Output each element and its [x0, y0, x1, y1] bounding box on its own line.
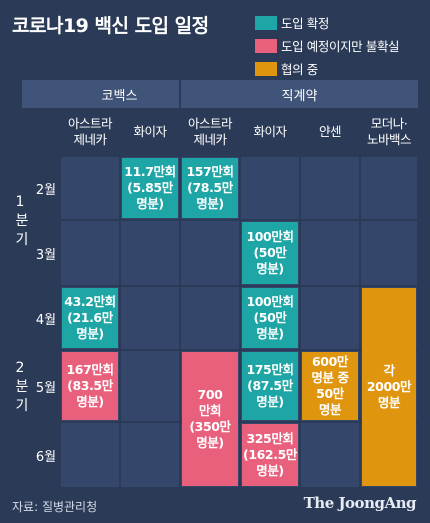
group-header: 직계약 — [181, 80, 418, 108]
schedule-block: 700 만회 (350만 명분) — [182, 352, 238, 486]
legend-label-confirmed: 도입 확정 — [281, 16, 329, 31]
schedule-block: 11.7만회 (5.85만 명분) — [122, 158, 178, 218]
grid-cell — [121, 351, 179, 421]
schedule-block: 175만회 (87.5만 명분) — [242, 352, 298, 420]
grid-cell — [301, 287, 359, 349]
legend-swatch-negotiating — [255, 61, 277, 76]
grid-cell — [301, 221, 359, 285]
grid-cell — [181, 287, 239, 349]
vaccine-header: 모더나· 노바백스 — [361, 110, 417, 154]
legend-item-negotiating: 협의 중 — [255, 60, 318, 77]
month-label: 4월 — [35, 312, 57, 328]
grid-cell — [361, 157, 417, 219]
group-header: 코백스 — [60, 80, 179, 108]
source-note: 자료: 질병관리청 — [12, 500, 98, 514]
schedule-block: 100만회 (50만 명분) — [242, 222, 298, 284]
grid-cell — [121, 287, 179, 349]
schedule-block: 157만회 (78.5만 명분) — [182, 158, 238, 218]
schedule-block: 43.2만회 (21.6만 명분) — [62, 288, 118, 348]
legend-item-uncertain: 도입 예정이지만 불확실 — [255, 37, 400, 54]
vaccine-header: 얀센 — [301, 110, 359, 154]
quarter-label: 2 분 기 — [15, 359, 29, 414]
schedule-block: 600만 명분 중 50만 명분 — [302, 352, 358, 420]
grid-cell — [61, 423, 119, 487]
schedule-block: 각 2000만 명분 — [362, 288, 416, 486]
vaccine-header: 아스트라 제네카 — [61, 110, 119, 154]
legend-item-confirmed: 도입 확정 — [255, 14, 329, 31]
vaccine-header: 화이자 — [241, 110, 299, 154]
legend-swatch-confirmed — [255, 15, 277, 30]
legend-swatch-uncertain — [255, 38, 277, 53]
grid-cell — [301, 157, 359, 219]
vaccine-header: 화이자 — [121, 110, 179, 154]
grid-cell — [61, 221, 119, 285]
grid-cell — [121, 221, 179, 285]
legend-label-negotiating: 협의 중 — [281, 62, 318, 77]
schedule-block: 167만회 (83.5만 명분) — [62, 352, 118, 420]
month-label: 3월 — [35, 247, 57, 263]
quarter-label: 1 분 기 — [15, 193, 29, 248]
group-header-spacer — [22, 80, 60, 108]
month-label: 2월 — [35, 182, 57, 198]
grid-cell — [301, 423, 359, 487]
brand-logo: The JoongAng — [303, 494, 417, 512]
grid-cell — [241, 157, 299, 219]
vaccine-header: 아스트라 제네카 — [181, 110, 239, 154]
schedule-block: 100만회 (50만 명분) — [242, 288, 298, 348]
grid-cell — [361, 221, 417, 285]
grid-cell — [61, 157, 119, 219]
month-label: 6월 — [35, 449, 57, 465]
legend-label-uncertain: 도입 예정이지만 불확실 — [281, 39, 400, 54]
grid-cell — [181, 221, 239, 285]
schedule-block: 325만회 (162.5만 명분) — [242, 424, 298, 486]
chart-title: 코로나19 백신 도입 일정 — [12, 15, 209, 37]
grid-cell — [121, 423, 179, 487]
month-label: 5월 — [35, 380, 57, 396]
